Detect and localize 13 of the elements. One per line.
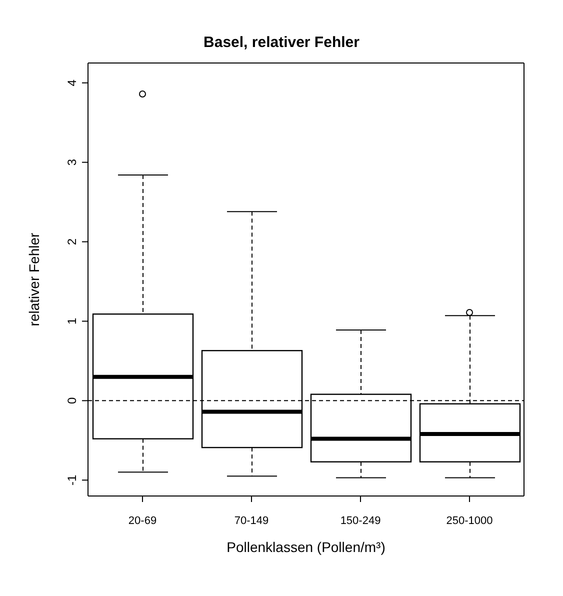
x-tick-label: 250-1000 bbox=[446, 514, 493, 527]
x-tick-label: 150-249 bbox=[340, 514, 381, 527]
y-tick-label: 0 bbox=[65, 397, 79, 404]
y-tick-label: 3 bbox=[65, 158, 79, 166]
y-tick-label: -1 bbox=[65, 474, 79, 486]
y-tick-label: 4 bbox=[65, 79, 79, 86]
x-axis-title: Pollenklassen (Pollen/m³) bbox=[226, 539, 386, 555]
x-tick-label: 70-149 bbox=[234, 514, 269, 527]
y-axis-title: relativer Fehler bbox=[26, 232, 42, 326]
chart-title: Basel, relativer Fehler bbox=[202, 34, 360, 53]
y-tick-label: 2 bbox=[65, 238, 79, 246]
y-tick-label: 1 bbox=[65, 318, 79, 325]
x-tick-label: 20-69 bbox=[128, 514, 157, 527]
